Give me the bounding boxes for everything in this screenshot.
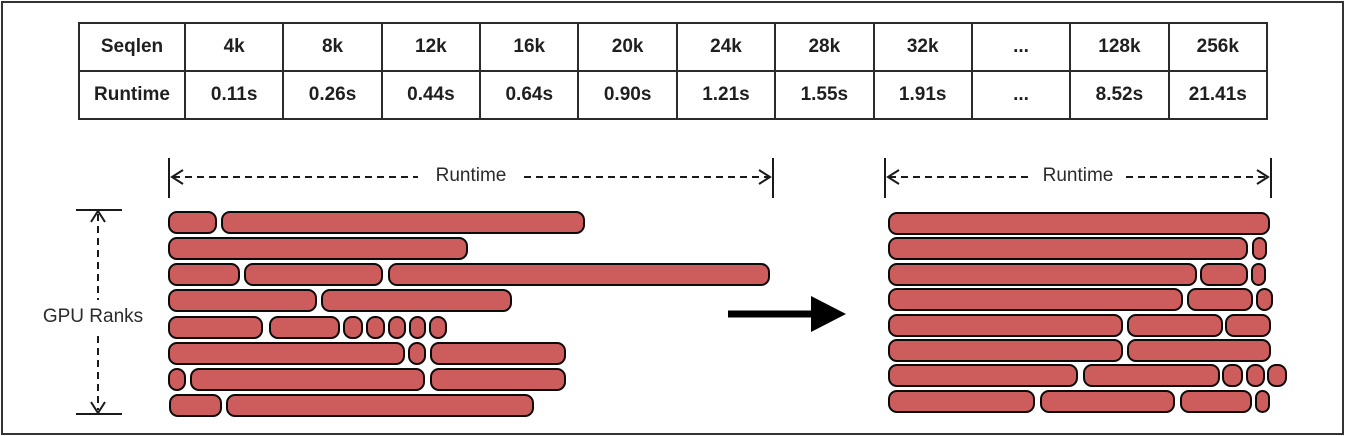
transform-arrow (728, 296, 846, 332)
task-bar (1222, 364, 1243, 388)
task-bar (1256, 288, 1273, 312)
table-cell: 32k (872, 22, 973, 72)
table-cell: 16k (479, 22, 580, 72)
task-bar (888, 237, 1248, 261)
table-cell: 1.55s (774, 70, 875, 120)
task-bar (1180, 389, 1252, 413)
table-cell: 0.26s (282, 70, 383, 120)
task-bar (888, 339, 1123, 362)
task-bar (1255, 389, 1270, 413)
table-cell: 8k (282, 22, 383, 72)
right-runtime-label: Runtime (1042, 165, 1114, 186)
table-cell: 128k (1069, 22, 1170, 72)
table-cell: ... (970, 22, 1072, 72)
table-cell: 0.11s (183, 70, 285, 120)
table-cell: 256k (1167, 22, 1269, 72)
table-row-runtime: Runtime 0.11s 0.26s 0.44s 0.64s 0.90s 1.… (78, 70, 1269, 120)
task-bar (1127, 313, 1223, 337)
task-bar (244, 263, 383, 287)
right-runtime-arrow (884, 158, 1272, 198)
task-bar (321, 289, 512, 313)
table-cell: 20k (577, 22, 678, 72)
task-bar (1127, 339, 1271, 362)
task-bar (343, 315, 363, 339)
table-row-seqlen: Seqlen 4k 8k 12k 16k 20k 24k 28k 32k ...… (78, 22, 1269, 72)
task-bar (168, 341, 405, 365)
table-cell: 0.64s (479, 70, 580, 120)
task-bar (1225, 313, 1271, 337)
task-bar (388, 315, 406, 339)
table-cell: 0.44s (380, 70, 482, 120)
task-bar (168, 211, 217, 234)
task-bar (429, 315, 447, 339)
task-bar (366, 315, 385, 339)
task-bar (168, 315, 263, 339)
table-cell: 1.91s (872, 70, 973, 120)
gpu-ranks-arrow (76, 209, 122, 415)
task-bar (1200, 262, 1248, 286)
task-bar (168, 263, 240, 287)
table-cell: ... (970, 70, 1072, 120)
left-runtime-label: Runtime (435, 165, 507, 186)
table-cell: 0.90s (577, 70, 678, 120)
table-cell: 21.41s (1167, 70, 1269, 120)
task-bar (190, 367, 425, 391)
task-bar (888, 313, 1123, 337)
task-bar (888, 288, 1183, 312)
task-bar (226, 394, 534, 418)
task-bar (388, 263, 770, 287)
task-bar (269, 315, 340, 339)
task-bar (1083, 364, 1220, 388)
task-bar (1246, 364, 1265, 388)
table-cell: 1.21s (675, 70, 777, 120)
table-cell: 4k (183, 22, 285, 72)
table-cell: 12k (380, 22, 482, 72)
task-bar (409, 315, 426, 339)
task-bar (888, 389, 1035, 413)
task-bar (430, 341, 566, 365)
task-bar (168, 289, 317, 313)
table-cell: 28k (774, 22, 875, 72)
left-runtime-arrow (168, 158, 774, 198)
task-bar (1252, 237, 1267, 261)
task-bar (168, 237, 468, 261)
seqlen-runtime-table: Seqlen 4k 8k 12k 16k 20k 24k 28k 32k ...… (78, 22, 1269, 120)
task-bar (1267, 364, 1287, 388)
task-bar (1187, 288, 1253, 312)
task-bar (430, 367, 566, 391)
task-bar (168, 367, 186, 391)
task-bar (888, 212, 1270, 235)
gpu-ranks-label: GPU Ranks (42, 306, 144, 327)
task-bar (1040, 389, 1175, 413)
task-bar (888, 262, 1197, 286)
table-header-runtime: Runtime (78, 70, 186, 120)
task-bar (888, 364, 1078, 388)
table-header-seqlen: Seqlen (78, 22, 186, 72)
task-bar (408, 341, 426, 365)
task-bar (169, 394, 222, 418)
table-cell: 24k (675, 22, 777, 72)
table-cell: 8.52s (1069, 70, 1170, 120)
task-bar (1251, 262, 1266, 286)
task-bar (221, 211, 585, 234)
